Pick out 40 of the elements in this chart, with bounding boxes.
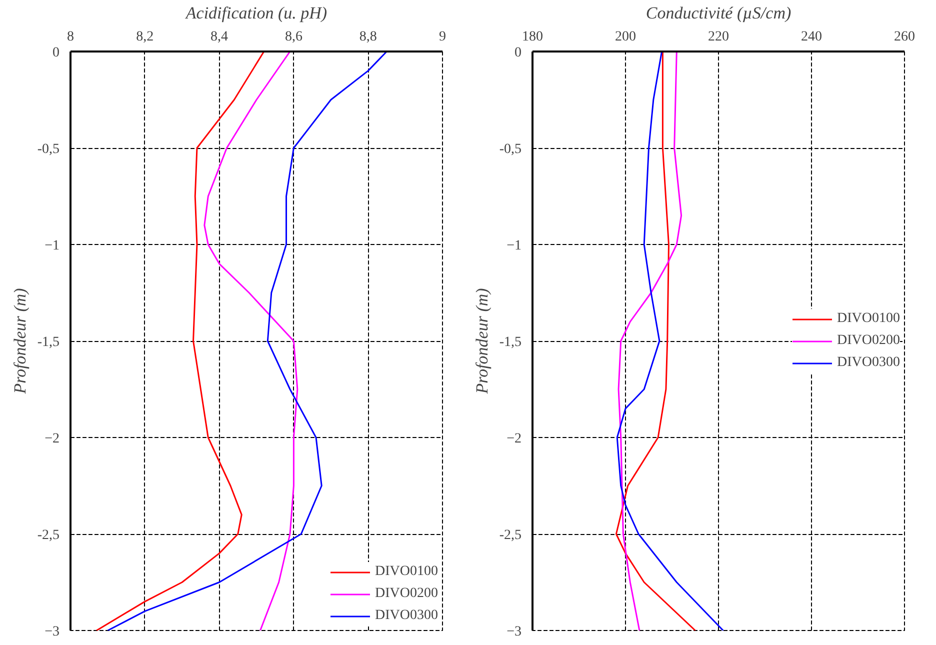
- y-tick-label: −3: [506, 624, 522, 640]
- y-tick-label: -0,5: [37, 142, 60, 157]
- line-series: [615, 52, 696, 630]
- x-tick-label: 220: [708, 30, 729, 44]
- y-tick-label: 0: [514, 46, 522, 60]
- y-tick-label: -2,5: [499, 528, 522, 543]
- x-tick-label: 200: [615, 30, 636, 44]
- legend-label: DIVO0100: [375, 564, 438, 580]
- legend-label: DIVO0200: [375, 586, 438, 602]
- line-series: [616, 52, 724, 630]
- legend-label: DIVO0300: [837, 354, 900, 370]
- y-tick-label: -1,5: [499, 335, 522, 350]
- x-tick-label: 8: [67, 30, 74, 44]
- x-tick-label: 240: [801, 30, 822, 44]
- legend-label: DIVO0200: [837, 332, 900, 348]
- y-axis-title: Profondeur (m): [10, 288, 30, 395]
- legend-label: DIVO0300: [375, 608, 438, 624]
- line-series: [96, 52, 265, 630]
- x-tick-label: 8,2: [136, 30, 154, 44]
- x-tick-label: 8,8: [359, 30, 377, 44]
- y-tick-label: −1: [506, 238, 522, 254]
- y-tick-label: −1: [44, 238, 60, 254]
- y-tick-label: −2: [506, 432, 522, 446]
- x-tick-label: 8,6: [284, 30, 302, 44]
- y-tick-label: -2,5: [37, 528, 60, 543]
- line-series: [618, 52, 682, 630]
- y-axis-title: Profondeur (m): [472, 288, 492, 395]
- y-tick-label: −3: [44, 624, 60, 640]
- y-tick-label: 0: [52, 46, 60, 60]
- x-tick-label: 180: [522, 30, 543, 44]
- x-tick-label: 8,4: [210, 30, 228, 44]
- y-tick-label: -0,5: [499, 142, 522, 157]
- x-axis-title: Acidification (u. pH): [184, 4, 328, 22]
- x-tick-label: 9: [439, 30, 446, 44]
- legend-label: DIVO0100: [837, 310, 900, 326]
- y-tick-label: −2: [44, 432, 60, 446]
- line-series: [204, 52, 298, 630]
- x-tick-label: 260: [894, 30, 915, 44]
- y-tick-label: -1,5: [37, 335, 60, 350]
- x-axis-title: Conductivité (µS/cm): [646, 4, 792, 22]
